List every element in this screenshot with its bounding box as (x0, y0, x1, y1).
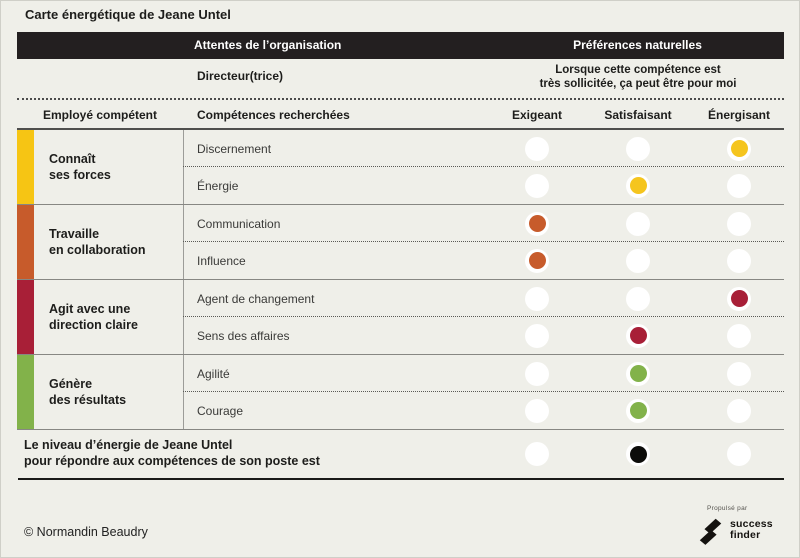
competency-row: Courage (17, 392, 784, 429)
rating-dot-exigeant (525, 323, 549, 348)
group-color-bar (17, 355, 34, 429)
competency-label: Énergie (197, 178, 239, 193)
competency-row: Sens des affaires (17, 317, 784, 354)
rating-dot-exigeant (525, 136, 549, 161)
powered-by-label: Propulsé par (707, 505, 748, 512)
rating-dot-satisfaisant (626, 323, 650, 348)
rating-dot-exigeant (525, 173, 549, 198)
column-divider (183, 280, 184, 354)
header-dotted-divider (17, 98, 784, 100)
rating-dot-satisfaisant (626, 136, 650, 161)
rating-dot-energisant (727, 136, 751, 161)
role-label: Directeur(trice) (197, 69, 284, 83)
group-travaille-en-collaboration: Travaille en collaboration Communication… (17, 205, 784, 280)
column-divider (183, 130, 184, 204)
competency-row: Énergie (17, 167, 784, 204)
rating-dot-satisfaisant (626, 442, 650, 466)
header-banner: Attentes de l’organisation Préférences n… (17, 32, 784, 59)
rating-dot-exigeant (525, 361, 549, 386)
row-dotted-divider (183, 241, 784, 242)
competency-label: Sens des affaires (197, 328, 290, 343)
summary-line2: pour répondre aux compétences de son pos… (24, 453, 320, 468)
preferences-subtitle-line1: Lorsque cette compétence est (555, 64, 721, 76)
summary-rating-row (17, 442, 784, 466)
rating-dot-satisfaisant (626, 398, 650, 423)
rating-dot-satisfaisant (626, 248, 650, 273)
rating-dot-exigeant (525, 211, 549, 236)
rating-dot-exigeant (525, 398, 549, 423)
row-dotted-divider (183, 166, 784, 167)
column-header-exigeant: Exigeant (511, 108, 562, 122)
group-label: Travaille en collaboration (49, 227, 146, 257)
group-label: Connaît ses forces (49, 152, 111, 182)
rating-dot-satisfaisant (626, 286, 650, 311)
page-title: Carte énergétique de Jeane Untel (25, 7, 231, 22)
successfinder-logo-icon (699, 518, 722, 545)
group-agit-direction-claire: Agit avec une direction claire Agent de … (17, 280, 784, 355)
competency-row: Influence (17, 242, 784, 279)
competency-row: Agilité (17, 355, 784, 392)
rating-dot-exigeant (525, 248, 549, 273)
rating-dot-exigeant (525, 442, 549, 466)
rating-dot-satisfaisant (626, 173, 650, 198)
rating-dot-energisant (727, 173, 751, 198)
column-divider (183, 205, 184, 279)
rating-dot-energisant (727, 398, 751, 423)
rating-dot-energisant (727, 323, 751, 348)
rating-dot-satisfaisant (626, 211, 650, 236)
group-connait-ses-forces: Connaît ses forces Discernement Énergie (17, 130, 784, 205)
rating-dot-energisant (727, 361, 751, 386)
competency-label: Agent de changement (197, 291, 315, 306)
competency-table: Connaît ses forces Discernement Énergie (17, 128, 784, 430)
competency-label: Courage (197, 403, 244, 418)
competency-label: Agilité (197, 366, 230, 381)
row-dotted-divider (183, 391, 784, 392)
rating-dot-energisant (727, 211, 751, 236)
copyright-label: © Normandin Beaudry (24, 525, 148, 539)
banner-natural-preferences: Préférences naturelles (573, 38, 702, 52)
column-header-employee: Employé compétent (42, 108, 158, 122)
competency-label: Influence (197, 253, 246, 268)
group-color-bar (17, 130, 34, 204)
rating-dot-energisant (727, 248, 751, 273)
group-label: Génère des résultats (49, 377, 127, 407)
competency-row: Communication (17, 205, 784, 242)
group-color-bar (17, 280, 34, 354)
rating-dot-energisant (727, 442, 751, 466)
summary-line1: Le niveau d’énergie de Jeane Untel (24, 438, 233, 452)
column-header-competencies: Compétences recherchées (197, 108, 350, 122)
competency-label: Communication (197, 216, 281, 231)
group-color-bar (17, 205, 34, 279)
competency-row: Agent de changement (17, 280, 784, 317)
banner-org-expectations: Attentes de l’organisation (194, 38, 342, 52)
competency-row: Discernement (17, 130, 784, 167)
successfinder-brand: Propulsé par success finder (697, 505, 783, 546)
column-header-satisfaisant: Satisfaisant (604, 108, 672, 122)
column-divider (183, 355, 184, 429)
rating-dot-exigeant (525, 286, 549, 311)
summary-divider (18, 478, 784, 480)
group-genere-des-resultats: Génère des résultats Agilité Courage (17, 355, 784, 430)
rating-dot-satisfaisant (626, 361, 650, 386)
row-dotted-divider (183, 316, 784, 317)
rating-dot-energisant (727, 286, 751, 311)
group-label: Agit avec une direction claire (49, 302, 138, 332)
successfinder-logo-text: success finder (730, 518, 773, 541)
column-header-energisant: Énergisant (707, 108, 770, 122)
summary-statement: Le niveau d’énergie de Jeane Untel pour … (24, 438, 320, 469)
preferences-subtitle-line2: très sollicitée, ça peut être pour moi (539, 77, 737, 90)
competency-label: Discernement (197, 141, 272, 156)
preferences-subtitle: Lorsque cette compétence est très sollic… (491, 64, 785, 91)
